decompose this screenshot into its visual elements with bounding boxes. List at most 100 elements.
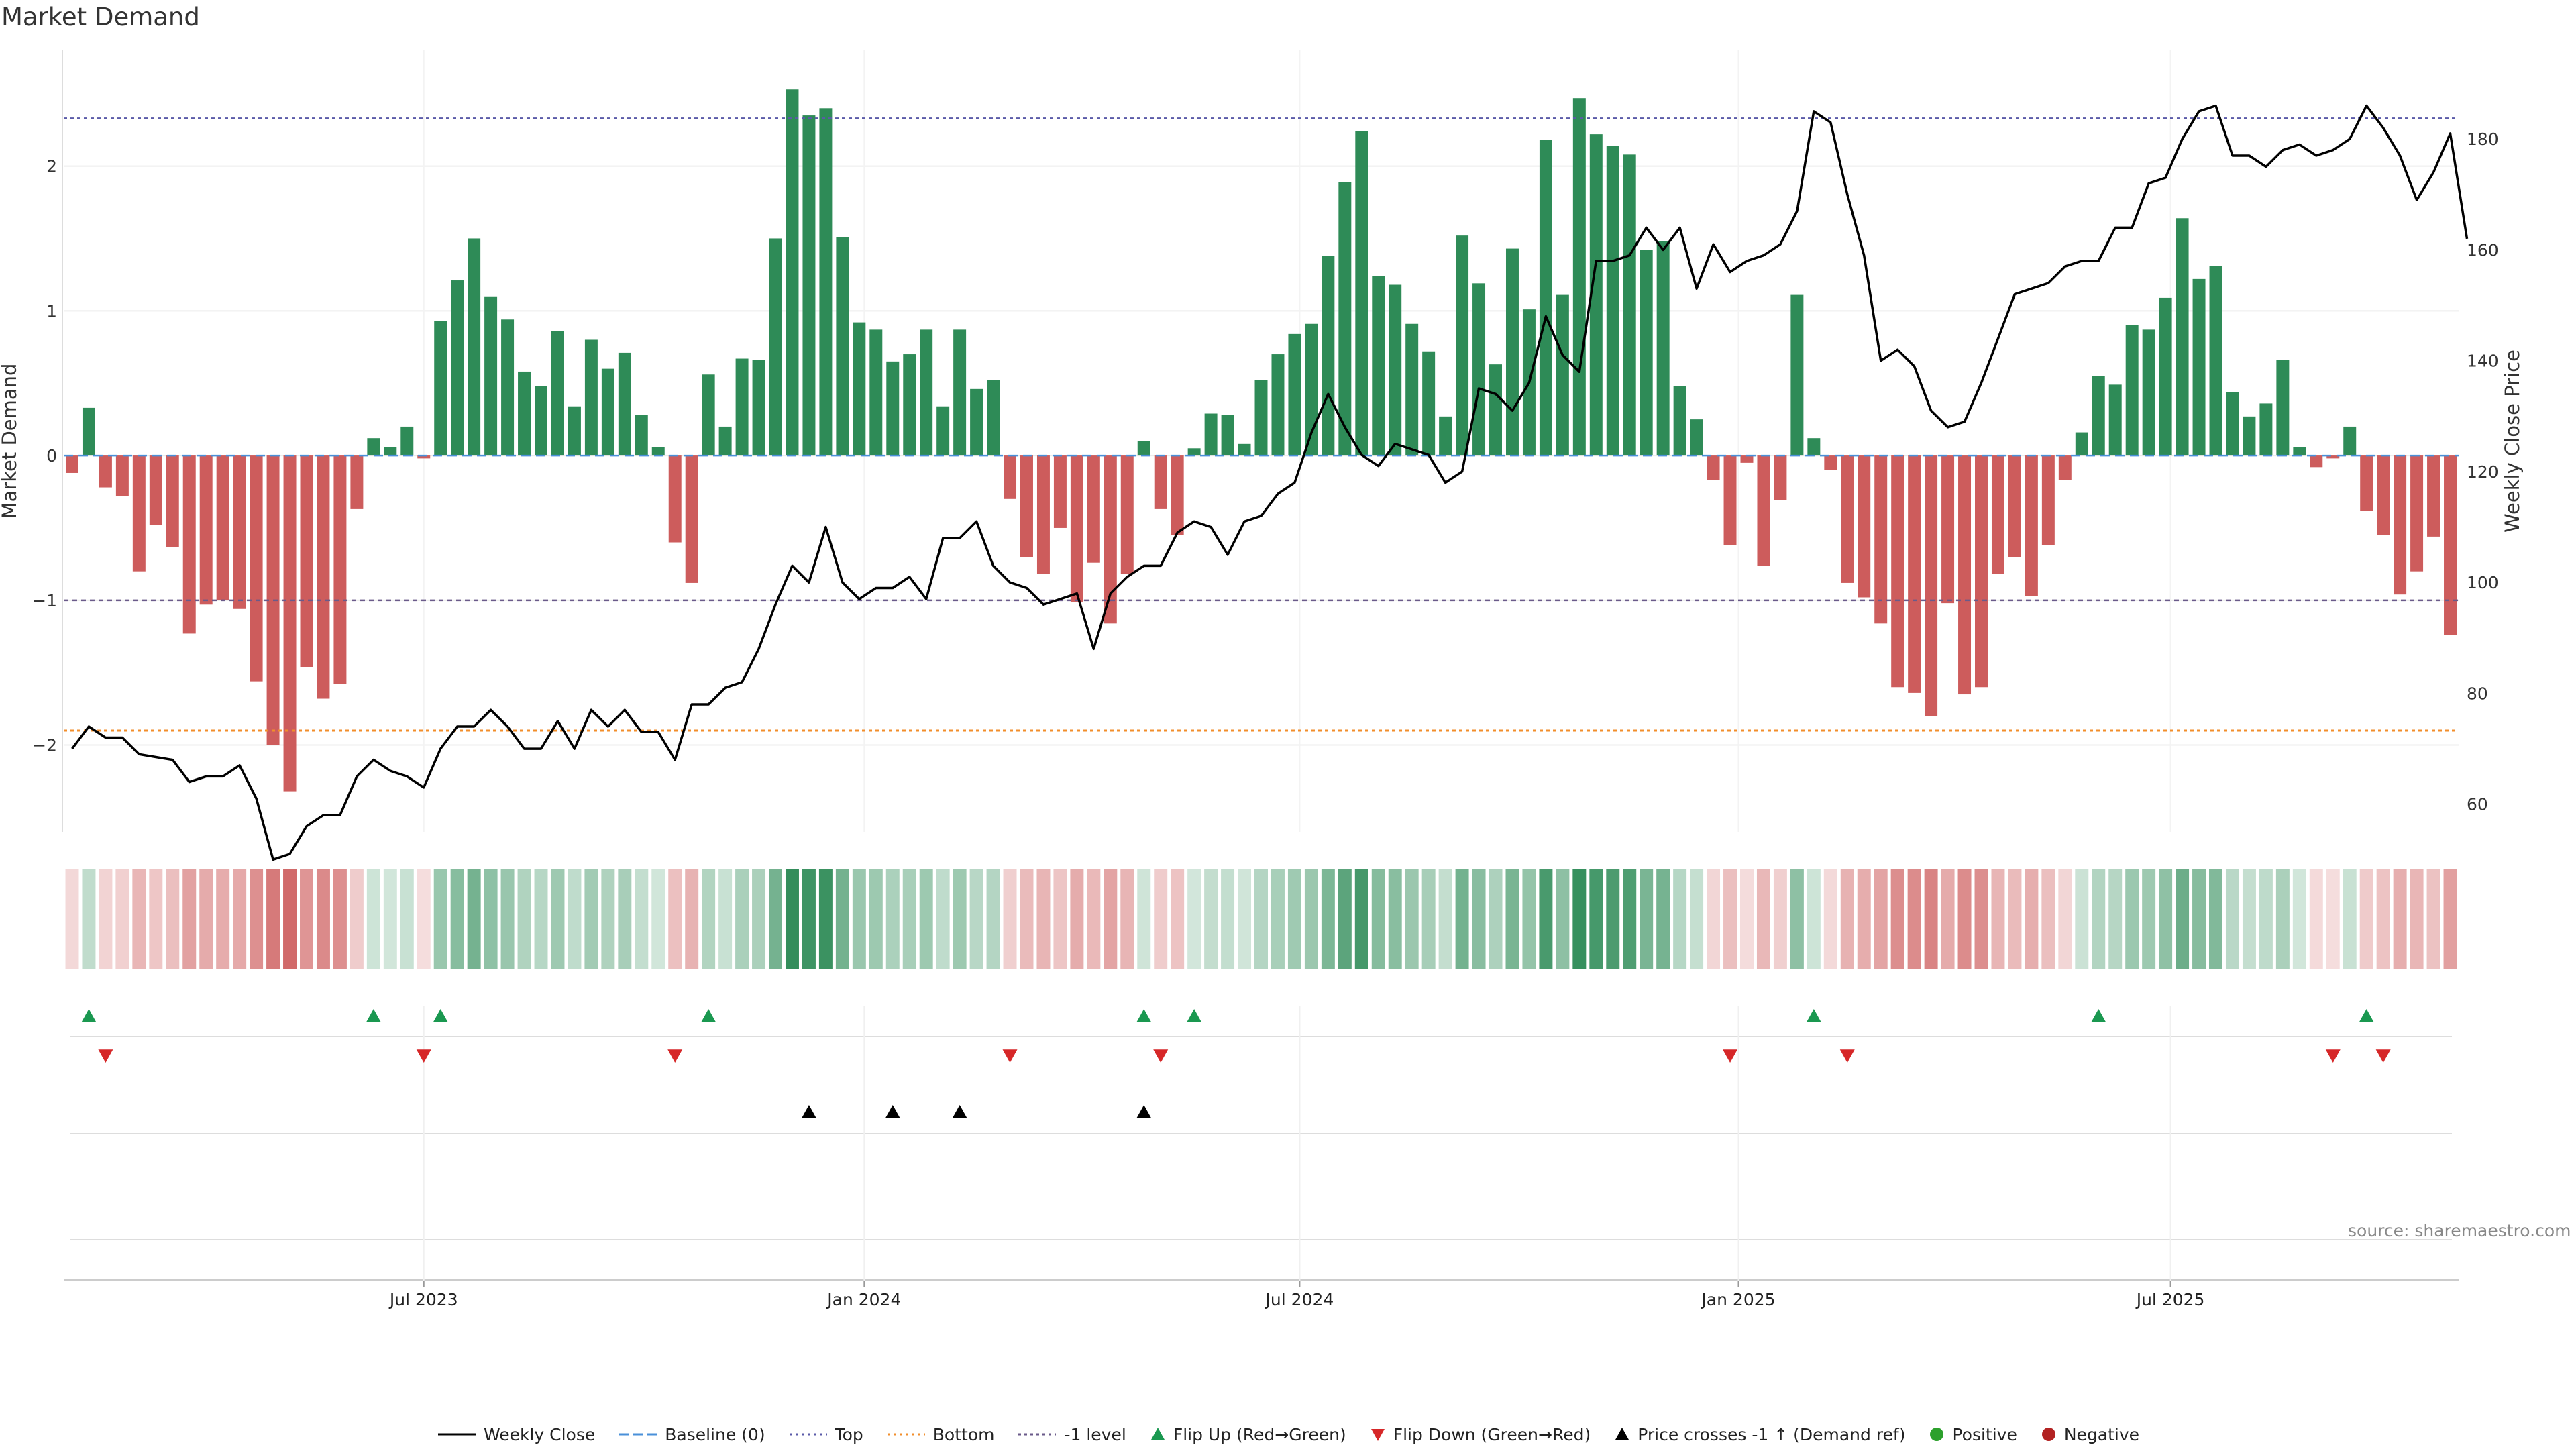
heatmap-cell: [1354, 869, 1368, 969]
heatmap-cell: [1171, 869, 1185, 969]
demand-bar: [735, 358, 749, 456]
heatmap-cell: [1505, 869, 1519, 969]
heatmap-cell: [1539, 869, 1553, 969]
heatmap-cell: [65, 869, 79, 969]
heatmap-cell: [300, 869, 313, 969]
demand-bar: [2075, 432, 2088, 456]
y2-tick-label: 60: [2467, 795, 2488, 814]
demand-bar: [1439, 416, 1452, 456]
demand-bar: [1355, 131, 1368, 456]
heatmap-cell: [2292, 869, 2306, 969]
heatmap-cell: [919, 869, 933, 969]
demand-bar: [182, 455, 196, 634]
demand-bar: [233, 455, 246, 609]
demand-bar: [819, 108, 833, 456]
demand-bar: [518, 371, 531, 456]
x-tick-label: Jan 2025: [1700, 1290, 1775, 1309]
demand-bar: [1338, 182, 1352, 456]
demand-bar: [2025, 455, 2038, 596]
heatmap-cell: [400, 869, 414, 969]
heatmap-cell: [2443, 869, 2457, 969]
heatmap-cell: [2393, 869, 2407, 969]
price-cross-marker: [885, 1105, 900, 1118]
heatmap-cell: [1489, 869, 1503, 969]
legend-dot: [1930, 1428, 1944, 1441]
heatmap-cell: [601, 869, 615, 969]
demand-bar: [1589, 134, 1603, 456]
demand-bar: [2243, 416, 2256, 456]
heatmap-cell: [2225, 869, 2239, 969]
heatmap-cell: [534, 869, 548, 969]
demand-bar: [618, 352, 631, 456]
demand-bar: [551, 331, 564, 456]
heatmap-cell: [1003, 869, 1017, 969]
heatmap-cell: [752, 869, 766, 969]
demand-bar: [451, 280, 464, 456]
demand-bar: [1104, 455, 1117, 624]
demand-bar: [1505, 248, 1519, 456]
demand-bar: [601, 368, 614, 456]
heatmap-cell: [1388, 869, 1402, 969]
heatmap-cell: [685, 869, 699, 969]
heatmap-cell: [484, 869, 498, 969]
demand-bar: [1288, 333, 1301, 456]
heatmap-cell: [2058, 869, 2072, 969]
legend-item: Weekly Close: [437, 1425, 595, 1444]
y-tick-label: −1: [32, 591, 57, 610]
demand-bar: [752, 360, 765, 456]
legend-symbol-icon: [887, 1433, 925, 1436]
demand-bar: [1623, 154, 1636, 456]
demand-bar: [199, 455, 213, 605]
price-cross-marker: [1136, 1105, 1152, 1118]
heatmap-cell: [1438, 869, 1452, 969]
heatmap-cell: [1807, 869, 1821, 969]
heatmap-cell: [216, 869, 230, 969]
demand-bar: [1606, 146, 1619, 456]
heatmap-cell: [986, 869, 1000, 969]
demand-bar: [400, 426, 414, 456]
level-lines: [64, 117, 2459, 732]
demand-bars: [65, 89, 2457, 792]
heatmap-cell: [2359, 869, 2373, 969]
heatmap-cell: [2343, 869, 2357, 969]
heatmap-cell: [1556, 869, 1570, 969]
legend-triangle: [1371, 1429, 1385, 1441]
heatmap-cell: [199, 869, 213, 969]
demand-bar: [132, 455, 146, 572]
heatmap-cell: [1756, 869, 1770, 969]
legend-item: -1 level: [1017, 1425, 1126, 1444]
y-tick-label: 1: [46, 301, 57, 321]
flip-up-marker: [366, 1009, 381, 1022]
y2-tick-label: 180: [2467, 129, 2499, 149]
demand-bar: [2394, 455, 2407, 595]
heatmap-cell: [1053, 869, 1067, 969]
heatmap-cell: [1924, 869, 1938, 969]
y2-axis-title: Weekly Close Price: [2501, 350, 2524, 533]
heatmap-cell: [1790, 869, 1804, 969]
heatmap-cell: [1455, 869, 1469, 969]
demand-bar: [584, 339, 598, 456]
demand-bar: [317, 455, 330, 699]
heatmap-cell: [1890, 869, 1904, 969]
heatmap-cell: [383, 869, 397, 969]
demand-bar: [468, 238, 481, 456]
demand-bar: [333, 455, 347, 684]
demand-bar: [1422, 351, 1436, 456]
y2-tick-label: 160: [2467, 240, 2499, 260]
demand-bar: [769, 238, 782, 456]
heatmap-cell: [2025, 869, 2039, 969]
heatmap-cell: [1472, 869, 1486, 969]
heatmap-cell: [1623, 869, 1637, 969]
demand-bar: [250, 455, 263, 682]
demand-bar: [1841, 455, 1854, 583]
legend-item: Positive: [1928, 1425, 2017, 1444]
heatmap-cell: [417, 869, 431, 969]
heatmap-cell: [885, 869, 900, 969]
legend-item: Flip Down (Green→Red): [1369, 1425, 1591, 1444]
heatmap-cell: [115, 869, 129, 969]
legend: Weekly Close Baseline (0) Top Bottom -1 leve…: [0, 1421, 2576, 1448]
heatmap-cell: [1304, 869, 1318, 969]
demand-bar: [1036, 455, 1050, 574]
legend-symbol-icon: [1615, 1428, 1629, 1440]
heatmap-cell: [1572, 869, 1587, 969]
